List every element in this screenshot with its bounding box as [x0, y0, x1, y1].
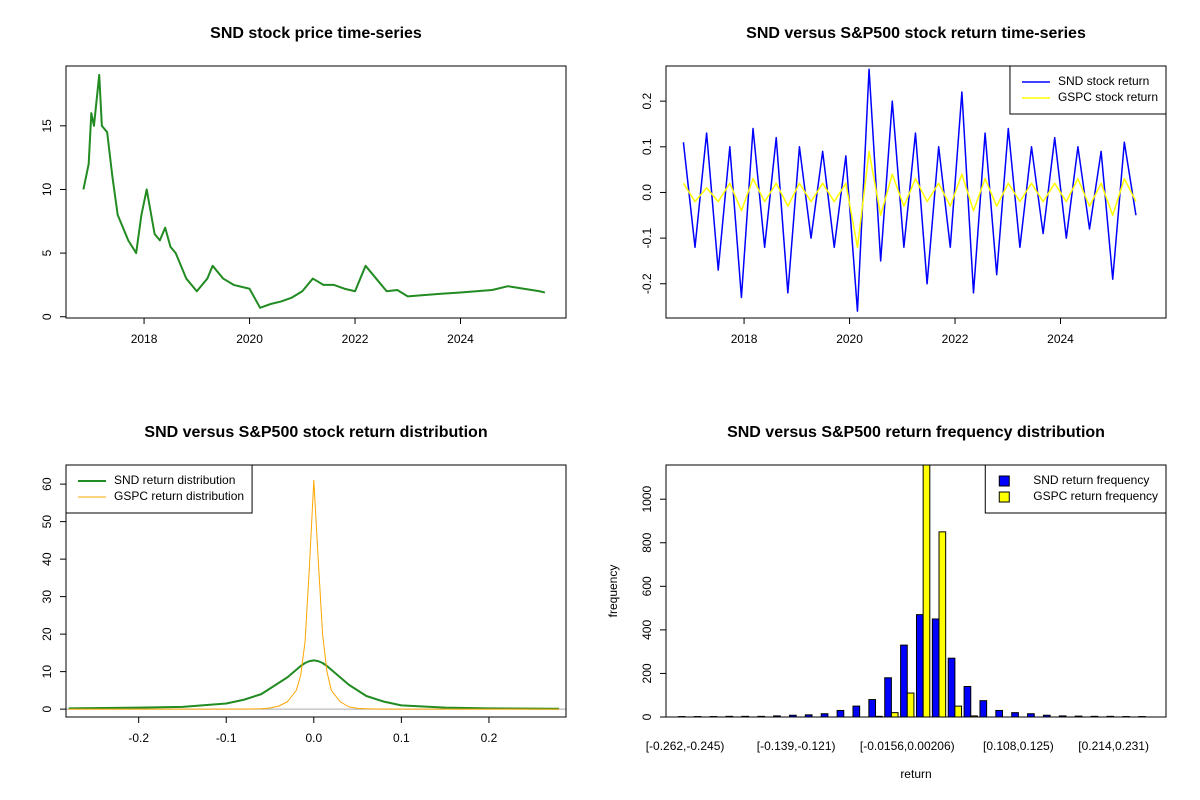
y-tick-label: 0.1	[640, 138, 654, 155]
series-line	[682, 68, 1137, 312]
legend-box	[984, 464, 1167, 514]
plot-frame	[665, 464, 1167, 718]
y-tick-label: 1000	[640, 486, 654, 513]
bar	[906, 692, 915, 717]
x-tick-label: [0.214,0.231)	[1078, 739, 1149, 753]
legend-label: GSPC stock return	[1058, 90, 1158, 104]
chart-title: SND versus S&P500 stock return distribut…	[144, 424, 487, 441]
bar	[931, 618, 940, 717]
legend: SND stock return GSPC stock return	[1009, 65, 1167, 115]
bar	[979, 700, 988, 717]
bar	[900, 644, 908, 717]
x-tick-label: 2022	[342, 332, 369, 346]
x-tick-label: 0.2	[481, 731, 498, 745]
legend-label: SND stock return	[1058, 74, 1149, 88]
bar	[954, 705, 963, 717]
legend: SND return frequency GSPC return frequenc…	[984, 464, 1167, 514]
x-tick-label: 2020	[236, 332, 263, 346]
bar	[788, 714, 797, 717]
y-tick-label: 60	[40, 477, 54, 491]
plot-frame	[65, 464, 567, 718]
plot-frame	[665, 65, 1167, 319]
y-axis-label: frequency	[606, 565, 620, 618]
legend: SND return distribution GSPC return distr…	[65, 464, 253, 514]
panel: SND stock price time-series 0 5 10 15 2018 202…	[40, 25, 567, 346]
x-tick-label: 2020	[836, 332, 863, 346]
y-tick-label: 600	[640, 576, 654, 596]
bar	[915, 614, 924, 717]
legend-label: GSPC return distribution	[114, 489, 244, 503]
legend-label: GSPC return frequency	[1033, 489, 1158, 503]
x-tick-label: [0.108,0.125)	[983, 739, 1054, 753]
y-tick-label: -0.1	[640, 227, 654, 248]
bar	[804, 714, 813, 717]
bar	[1011, 712, 1019, 717]
series-line	[68, 479, 559, 710]
bar	[868, 699, 877, 717]
chart-title: SND versus S&P500 stock return time-seri…	[746, 25, 1086, 42]
series-line	[68, 659, 559, 710]
plot-area	[82, 73, 546, 309]
x-tick-label: 2022	[942, 332, 969, 346]
y-tick-label: 40	[40, 552, 54, 566]
bar	[890, 712, 899, 717]
bar	[995, 709, 1004, 717]
panel: SND versus S&P500 stock return distribut…	[40, 424, 567, 745]
y-tick-label: 20	[40, 627, 54, 641]
y-tick-label: 0	[640, 713, 654, 720]
x-axis-label: return	[900, 767, 931, 781]
plot-area	[66, 479, 566, 710]
y-tick-label: 5	[40, 249, 54, 256]
y-tick-label: 0	[40, 313, 54, 320]
legend-swatch	[998, 475, 1010, 487]
y-tick-label: 0.0	[640, 184, 654, 201]
y-tick-label: 200	[640, 663, 654, 683]
bar	[884, 677, 892, 717]
y-tick-label: 0	[40, 705, 54, 712]
y-tick-label: 15	[40, 119, 54, 133]
panel: SND versus S&P500 stock return time-seri…	[640, 25, 1167, 346]
x-tick-label: -0.2	[128, 731, 149, 745]
legend-label: SND return distribution	[114, 473, 235, 487]
y-tick-label: -0.2	[640, 273, 654, 294]
x-tick-label: 2018	[131, 332, 158, 346]
series-line	[82, 73, 546, 309]
bar	[1042, 714, 1051, 717]
y-tick-label: 30	[40, 590, 54, 604]
bar	[963, 686, 972, 717]
chart-title: SND versus S&P500 return frequency distr…	[727, 424, 1105, 441]
plot-frame	[65, 65, 567, 319]
x-tick-label: 2024	[447, 332, 474, 346]
bar	[922, 465, 931, 717]
legend-box	[1009, 65, 1167, 115]
bar	[938, 531, 947, 717]
x-tick-label: -0.1	[216, 731, 237, 745]
y-tick-label: 50	[40, 515, 54, 529]
legend-box	[65, 464, 253, 514]
chart-title: SND stock price time-series	[210, 25, 422, 42]
panel: SND versus S&P500 return frequency distr…	[606, 424, 1167, 781]
bar	[852, 705, 861, 717]
legend-swatch	[998, 491, 1010, 503]
x-tick-label: 0.1	[393, 731, 410, 745]
y-tick-label: 10	[40, 665, 54, 679]
bar	[947, 657, 956, 717]
legend-label: SND return frequency	[1033, 473, 1149, 487]
series-line	[682, 150, 1137, 248]
x-tick-label: 2024	[1047, 332, 1074, 346]
y-tick-label: 800	[640, 532, 654, 552]
y-tick-label: 10	[40, 182, 54, 196]
plot-area	[682, 68, 1137, 312]
x-tick-label: [-0.262,-0.245)	[646, 739, 725, 753]
x-tick-label: [-0.139,-0.121)	[757, 739, 836, 753]
y-tick-label: 0.2	[640, 92, 654, 109]
y-tick-label: 400	[640, 620, 654, 640]
x-tick-label: 2018	[731, 332, 758, 346]
x-tick-label: 0.0	[305, 731, 322, 745]
x-tick-label: [-0.0156,0.00206)	[860, 739, 955, 753]
bar	[836, 709, 845, 717]
